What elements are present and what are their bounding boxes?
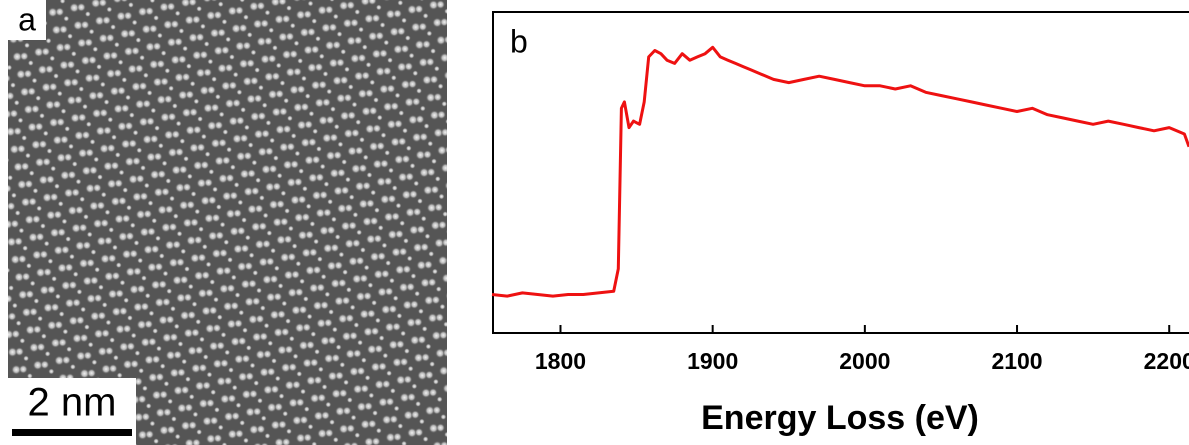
micrograph-panel: a 2 nm	[8, 0, 447, 445]
plot-frame	[492, 11, 1189, 334]
panel-label: b	[510, 23, 528, 59]
x-tick-label: 2200	[1144, 348, 1189, 374]
x-tick-label: 1900	[687, 348, 738, 374]
scale-bar-label: 2 nm	[28, 381, 117, 425]
scale-bar	[12, 429, 132, 436]
spectrum-line	[491, 45, 1189, 298]
label-box	[8, 0, 46, 40]
x-tick-label: 2100	[991, 348, 1042, 374]
micrograph	[8, 0, 447, 445]
x-tick-label: 1800	[535, 348, 586, 374]
x-tick-label: 2000	[839, 348, 890, 374]
panel-label: a	[18, 1, 36, 37]
spectrum-panel: b Energy Loss (eV) 1800 1900 2000 2100 2200	[491, 11, 1189, 437]
x-axis-label: Energy Loss (eV)	[701, 399, 979, 437]
